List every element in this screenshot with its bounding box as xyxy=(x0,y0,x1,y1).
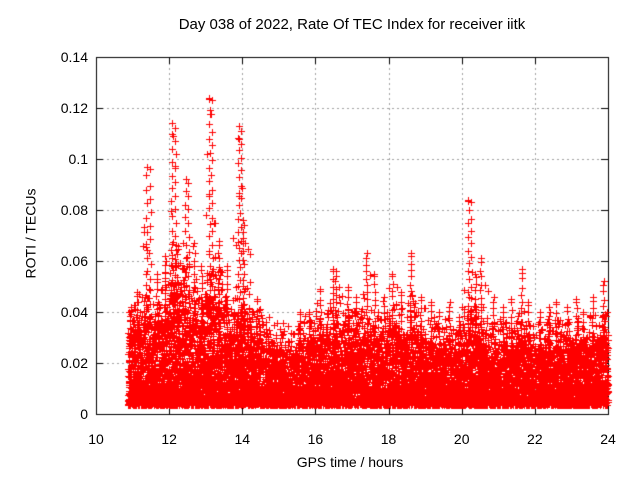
x-tick-label: 18 xyxy=(380,431,397,447)
y-tick-label: 0.12 xyxy=(60,100,88,116)
x-tick-label: 24 xyxy=(600,431,616,447)
y-tick-label: 0.02 xyxy=(60,355,88,371)
x-tick-label: 22 xyxy=(527,431,543,447)
y-tick-label: 0.06 xyxy=(60,253,88,269)
x-tick-label: 14 xyxy=(234,431,251,447)
y-tick-label: 0.1 xyxy=(68,151,88,167)
y-tick-label: 0.04 xyxy=(60,304,88,320)
chart-title: Day 038 of 2022, Rate Of TEC Index for r… xyxy=(178,16,526,33)
y-tick-label: 0.08 xyxy=(60,202,88,218)
y-tick-label: 0 xyxy=(80,406,88,422)
x-tick-label: 12 xyxy=(161,431,177,447)
x-tick-label: 16 xyxy=(307,431,324,447)
x-axis-label: GPS time / hours xyxy=(296,454,404,470)
x-tick-label: 20 xyxy=(453,431,470,447)
y-axis-label: ROTI / TECUs xyxy=(22,188,39,279)
x-tick-label: 10 xyxy=(88,431,104,447)
y-tick-label: 0.14 xyxy=(60,49,88,65)
